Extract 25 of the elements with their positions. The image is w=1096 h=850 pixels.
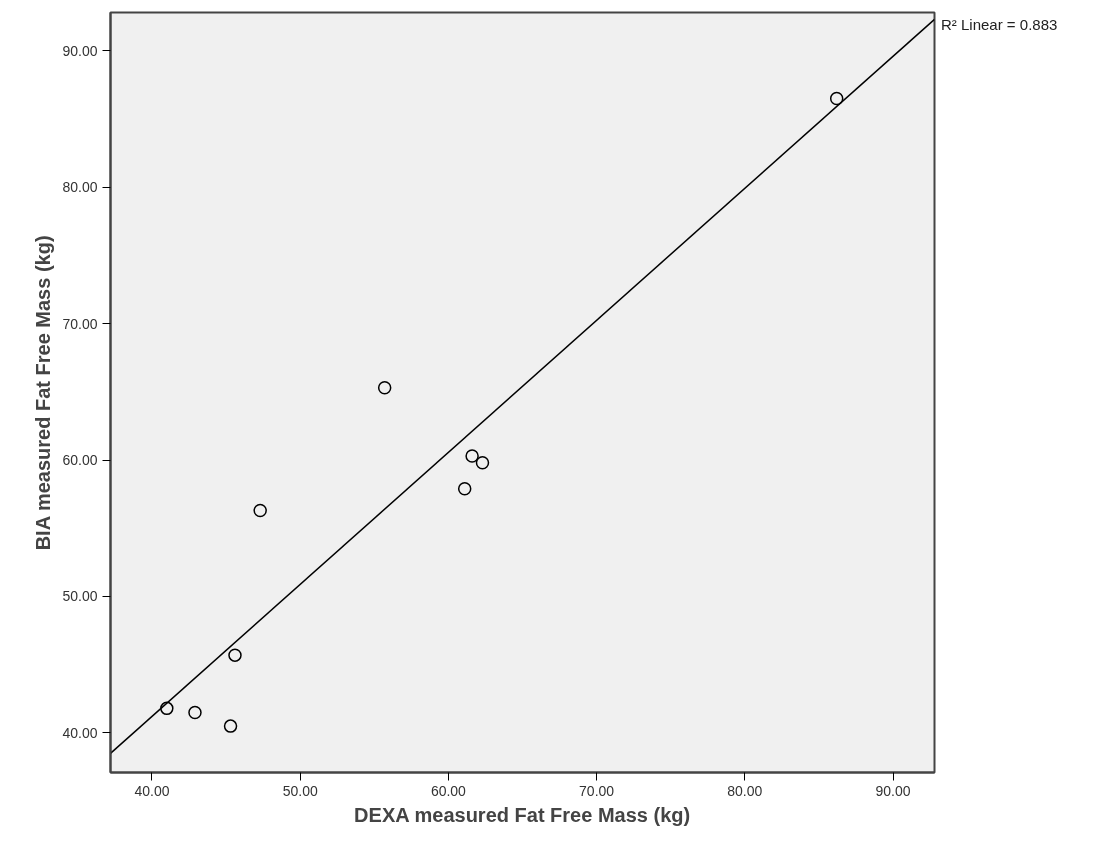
y-tick-label: 50.00	[62, 588, 98, 605]
point	[253, 503, 267, 518]
y-tick-label: 90.00	[62, 42, 98, 59]
point	[223, 719, 238, 733]
point	[465, 449, 479, 463]
point	[457, 481, 472, 496]
y-tick-label: 40.00	[62, 724, 98, 741]
y-axis-title: BIA measured Fat Free Mass (kg)	[32, 235, 55, 551]
x-tick-label: 80.00	[727, 782, 763, 799]
point	[228, 648, 242, 662]
point	[475, 456, 490, 470]
x-tick-label: 60.00	[430, 782, 467, 799]
y-tick-label: 70.00	[62, 315, 98, 332]
text: R² Linear = 0.883	[941, 15, 1058, 35]
x-tick-label: 40.00	[134, 782, 170, 799]
point	[160, 701, 174, 716]
x-tick-label: 50.00	[282, 782, 318, 799]
point	[188, 705, 202, 720]
point	[377, 380, 392, 395]
y-tick-label: 60.00	[62, 452, 98, 469]
x-tick-label: 70.00	[579, 782, 615, 799]
point	[829, 91, 844, 106]
y-tick-label: 80.00	[62, 179, 98, 196]
x-tick-label: 90.00	[875, 782, 911, 799]
x-axis-title: DEXA measured Fat Free Mass (kg)	[354, 803, 691, 826]
